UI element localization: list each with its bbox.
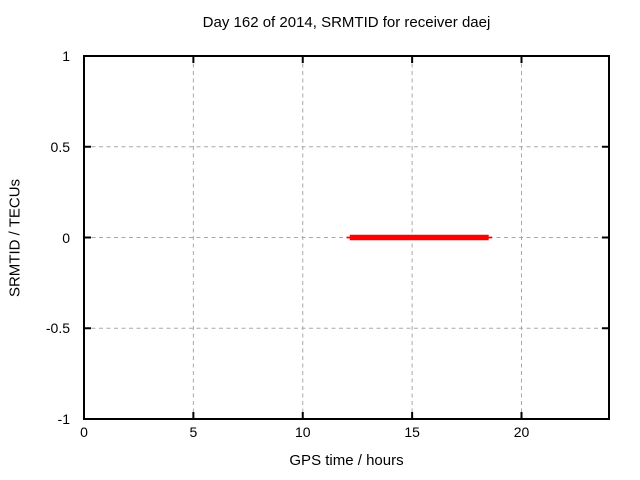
x-tick-label: 10 — [294, 424, 311, 440]
x-axis-label: GPS time / hours — [289, 452, 404, 469]
chart-title: Day 162 of 2014, SRMTID for receiver dae… — [202, 14, 491, 31]
x-tick-label: 15 — [404, 424, 420, 440]
y-tick-label: 0.5 — [50, 138, 70, 155]
y-tick-label: 1 — [62, 48, 70, 64]
x-tick-label: 5 — [189, 424, 198, 440]
x-tick-label: 0 — [80, 424, 88, 440]
y-tick-label: -1 — [57, 411, 70, 427]
x-tick-label: 20 — [513, 424, 530, 440]
y-tick-label: 0 — [62, 229, 70, 246]
y-tick-label: -0.5 — [45, 320, 70, 337]
